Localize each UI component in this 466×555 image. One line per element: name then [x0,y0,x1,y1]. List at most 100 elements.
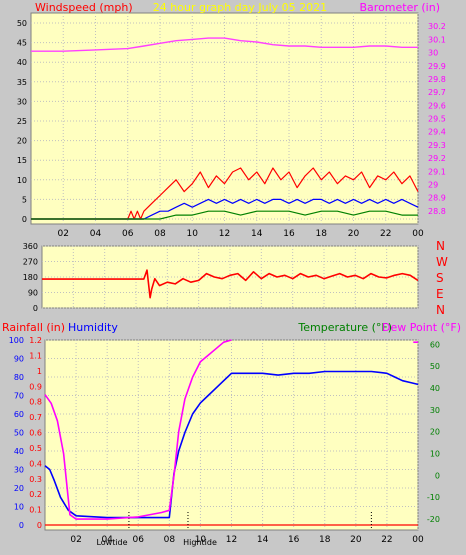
x-tick-label: 16 [288,535,300,545]
compass-label: N [436,239,445,253]
rainfall-tick-label: 0.2 [29,490,42,499]
windspeed-tick-label: 40 [17,58,27,67]
x-tick-label: 14 [257,535,269,545]
wind-direction-axis-ticks: 0 90 180 270 360 [23,242,38,313]
windspeed-tick-label: 45 [17,39,27,48]
series-line [31,167,419,220]
humidity-tick-label: 80 [14,373,24,382]
barometer-axis-ticks: 28.8 28.9 29 29.1 29.2 29.3 29.4 29.5 29.6 29.7 29… [428,22,446,216]
series-line [31,37,418,52]
temperature-tick-label: 0 [435,471,440,480]
barometer-tick-label: 28.8 [428,207,446,216]
barometer-tick-label: 30 [428,49,438,58]
x-tick-label: 00 [412,535,424,545]
windspeed-tick-label: 20 [17,137,27,146]
wind-baro-x-ticks: 02 04 06 08 10 12 14 16 18 20 22 00 [58,229,424,239]
series-line [31,210,418,220]
x-tick-label: 02 [70,535,81,545]
x-tick-label: 14 [251,229,263,239]
rainfall-tick-label: 1.1 [29,351,42,360]
wind-direction-series [42,269,419,299]
humidity-tick-label: 70 [14,392,24,401]
x-tick-label: 08 [164,535,176,545]
windspeed-tick-label: 50 [17,19,27,28]
windspeed-tick-label: 10 [17,176,27,185]
rainfall-tick-label: 0.6 [29,429,42,438]
barometer-tick-label: 29.6 [428,101,446,110]
rainfall-tick-label: 1.2 [29,336,42,345]
barometer-tick-label: 29.8 [428,75,446,84]
humidity-tick-label: 90 [14,355,24,364]
humidity-axis-label: Humidity [68,321,118,334]
rainfall-tick-label: 0.5 [29,444,42,453]
windspeed-tick-label: 15 [17,156,27,165]
rainfall-axis-label: Rainfall (in) [2,321,65,334]
x-tick-label: 10 [195,535,207,545]
rainfall-axis-ticks: 0 0.1 0.2 0.3 0.4 0.5 0.6 0.7 0.8 0.9 1 1.1 1.2 [29,336,42,530]
wind-baro-series [31,37,419,220]
direction-tick-label: 90 [28,289,38,298]
rainfall-tick-label: 0 [37,521,42,530]
x-tick-label: 20 [348,229,360,239]
x-tick-label: 02 [58,229,69,239]
rainfall-tick-label: 1 [37,367,42,376]
temperature-axis-ticks: -20 -10 0 10 20 30 40 50 60 [427,340,440,524]
humidity-tick-label: 50 [14,429,24,438]
direction-tick-label: 270 [23,258,38,267]
compass-label: S [436,271,444,285]
temp-humidity-x-ticks: 02 04 06 08 10 12 14 16 18 20 22 00 [70,535,424,545]
barometer-tick-label: 29.7 [428,88,446,97]
humidity-tick-label: 100 [9,336,24,345]
barometer-tick-label: 29.4 [428,128,446,137]
barometer-axis-label: Barometer (in) [360,1,441,14]
x-tick-label: 12 [219,229,230,239]
compass-label: N [436,303,445,317]
barometer-tick-label: 29.2 [428,154,446,163]
barometer-tick-label: 29 [428,180,438,189]
temperature-tick-label: 60 [430,340,440,349]
humidity-tick-label: 20 [14,484,24,493]
temp-humidity-plot-area [44,339,419,531]
x-tick-label: 06 [133,535,145,545]
hightide-label: Hightide [183,538,217,547]
windspeed-axis-ticks: 0 5 10 15 20 25 30 35 40 45 50 [17,19,27,224]
x-tick-label: 18 [319,535,331,545]
rainfall-tick-label: 0.7 [29,413,42,422]
barometer-tick-label: 29.5 [428,115,446,124]
windspeed-tick-label: 5 [22,195,27,204]
series-line [31,198,419,220]
wind-direction-line [42,269,419,299]
temp-humidity-series [44,339,419,530]
dewpoint-line [44,339,232,520]
temperature-tick-label: 10 [430,450,440,459]
x-tick-label: 22 [380,229,391,239]
humidity-tick-label: 40 [14,447,24,456]
windspeed-tick-label: 0 [22,215,27,224]
humidity-tick-label: 10 [14,503,24,512]
x-tick-label: 18 [316,229,328,239]
temperature-tick-label: -10 [427,493,440,502]
dewpoint-axis-label: Dew Point (°F) [382,321,461,334]
humidity-tick-label: 0 [19,521,24,530]
x-tick-label: 12 [226,535,237,545]
direction-tick-label: 360 [23,242,38,251]
barometer-tick-label: 30.1 [428,35,446,44]
x-tick-label: 04 [90,229,102,239]
wind-baro-grid [31,13,419,224]
barometer-tick-label: 28.9 [428,194,446,203]
lowtide-label: Lowtide [96,538,127,547]
compass-label: W [436,255,448,269]
rainfall-tick-label: 0.9 [29,382,42,391]
rainfall-tick-label: 0.8 [29,398,42,407]
temperature-tick-label: -20 [427,515,440,524]
barometer-tick-label: 29.3 [428,141,446,150]
temperature-tick-label: 30 [430,406,440,415]
x-tick-label: 10 [187,229,199,239]
windspeed-tick-label: 25 [17,117,27,126]
humidity-tick-label: 30 [14,466,24,475]
humidity-line [44,370,419,519]
windspeed-tick-label: 35 [17,78,27,87]
temperature-tick-label: 50 [430,362,440,371]
